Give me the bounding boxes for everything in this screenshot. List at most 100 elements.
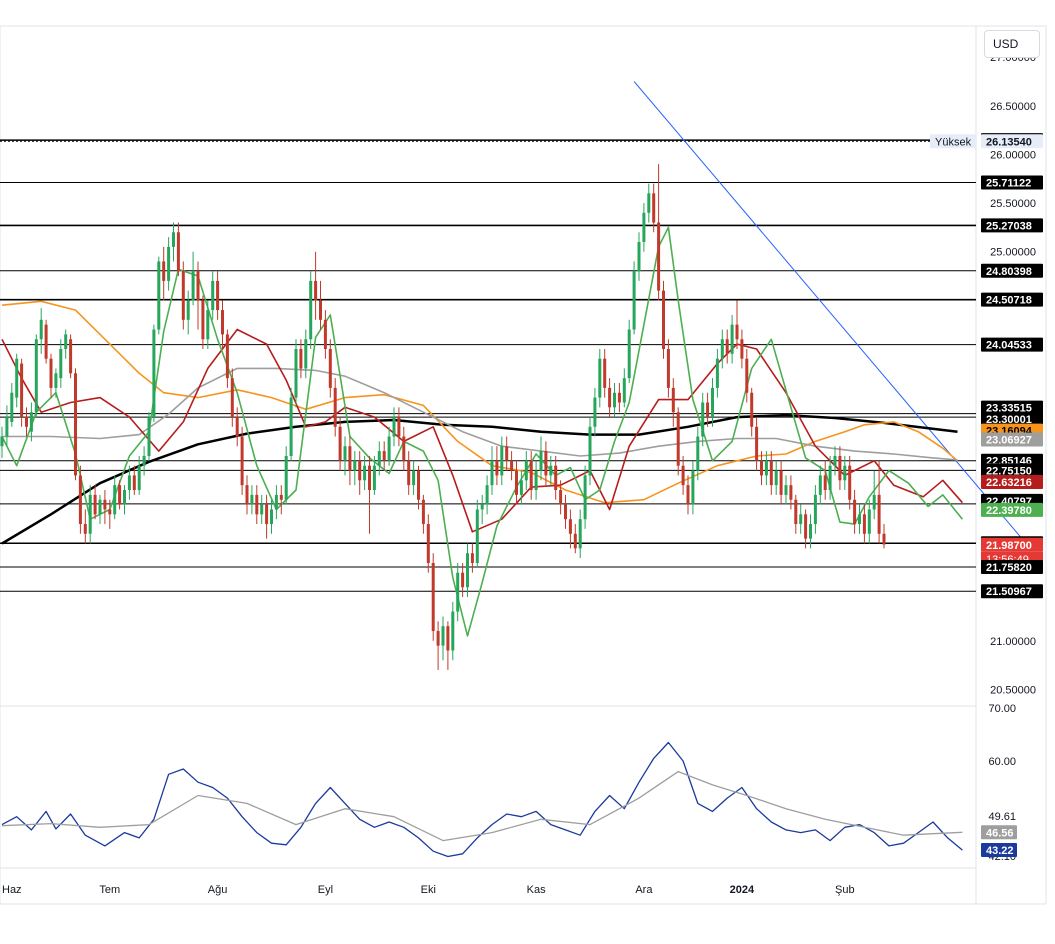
candle-body <box>118 485 122 505</box>
candle-body <box>392 417 396 437</box>
high-tag-bg <box>930 134 976 149</box>
candle-body <box>201 300 205 340</box>
trendline-layer <box>633 81 1027 544</box>
candle-body <box>358 460 362 481</box>
candle-body <box>818 475 822 495</box>
candle-body <box>172 232 175 247</box>
price-badge: 21.98700 <box>986 540 1032 552</box>
time-tick-label: Eki <box>421 884 436 896</box>
price-badge-bg <box>981 337 1043 352</box>
candle-body <box>794 499 798 525</box>
candle-body <box>701 402 705 437</box>
candle-body <box>309 280 313 340</box>
candle-body <box>510 460 514 471</box>
candle-body <box>436 631 440 646</box>
candle-body <box>475 509 479 563</box>
candle-body <box>206 310 210 340</box>
candle-body <box>554 465 558 491</box>
candle-body <box>524 460 528 481</box>
candle-body <box>608 387 612 408</box>
candle-body <box>691 470 695 505</box>
price-badge-bg <box>981 400 1043 415</box>
price-badge-bg <box>981 134 1043 149</box>
candle-body <box>314 280 318 301</box>
price-badge: 22.63216 <box>986 477 1032 489</box>
candle-body <box>412 470 416 486</box>
rsi-line <box>1 770 963 842</box>
candle-body <box>573 533 577 549</box>
candle-body <box>20 363 24 418</box>
moving-average-line <box>1 413 958 545</box>
candle-body <box>137 465 141 491</box>
candle-body <box>363 465 367 481</box>
candle-body <box>652 193 656 223</box>
candle-body <box>706 402 710 418</box>
candle-body <box>774 470 778 486</box>
time-tick-label: 2024 <box>730 884 755 896</box>
candle-body <box>603 358 607 388</box>
candle-body <box>34 339 38 413</box>
candle-body <box>323 319 327 349</box>
candle-body <box>823 475 827 491</box>
candle-body <box>622 378 626 403</box>
time-tick-label: Kas <box>527 884 546 896</box>
candle-body <box>740 339 744 359</box>
candle-body <box>519 480 523 495</box>
candle-body <box>593 397 597 427</box>
candles-layer <box>0 164 886 670</box>
candle-body <box>799 514 803 525</box>
candle-body <box>274 494 278 510</box>
price-badge-bg <box>981 292 1043 307</box>
rsi-badge-bg <box>981 825 1017 840</box>
candle-body <box>319 300 322 320</box>
candle-body <box>505 446 509 461</box>
candle-body <box>235 417 239 437</box>
candle-body <box>108 509 112 515</box>
candle-body <box>83 524 87 534</box>
candle-body <box>804 514 808 539</box>
candle-body <box>696 436 700 471</box>
candle-body <box>88 494 92 534</box>
time-tick-label: Tem <box>99 884 120 896</box>
candle-body <box>534 470 538 491</box>
candle-body <box>451 611 455 651</box>
candle-body <box>784 485 788 495</box>
candle-body <box>843 465 847 481</box>
candle-body <box>848 465 852 500</box>
price-badge-bg <box>981 412 1043 427</box>
candle-body <box>402 436 406 461</box>
candle-body <box>0 436 4 447</box>
price-tick-label: 20.50000 <box>990 684 1036 696</box>
candle-body <box>735 324 739 340</box>
candle-body <box>152 329 156 418</box>
price-badge: 24.50718 <box>986 295 1032 307</box>
rsi-tick-label: 49.61 <box>988 811 1016 823</box>
candle-body <box>387 436 391 461</box>
candle-body <box>858 514 861 525</box>
rsi-badge: 43.22 <box>986 845 1014 857</box>
candle-body <box>407 460 411 486</box>
price-badge: 26.13540 <box>986 136 1032 148</box>
candle-body <box>456 572 460 612</box>
price-tick-label: 25.00000 <box>990 247 1036 259</box>
candle-body <box>583 475 587 520</box>
candle-body <box>265 504 269 525</box>
candle-body <box>598 358 602 398</box>
candle-body <box>338 426 342 461</box>
candle-body <box>54 373 58 388</box>
candle-body <box>789 485 793 500</box>
candle-body <box>681 465 685 486</box>
candle-body <box>196 271 200 301</box>
candle-body <box>78 475 82 525</box>
candle-body <box>490 460 494 486</box>
currency-label[interactable]: USD <box>984 30 1040 58</box>
price-badge: 25.71122 <box>986 178 1031 190</box>
candle-body <box>377 451 381 466</box>
candle-body <box>466 553 469 588</box>
time-tick-label: Ara <box>635 884 653 896</box>
candle-body <box>515 470 518 495</box>
candle-body <box>877 494 881 534</box>
price-badge-bg <box>981 263 1043 278</box>
candle-body <box>421 499 425 525</box>
